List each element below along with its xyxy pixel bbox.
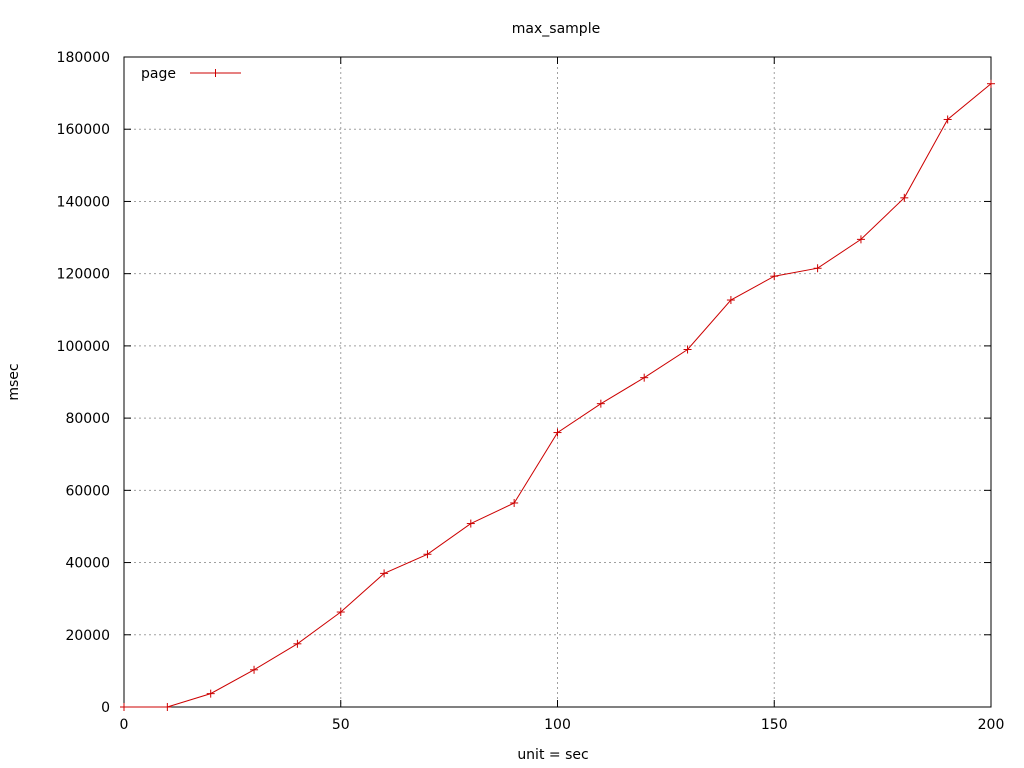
legend-label: page bbox=[141, 66, 176, 82]
x-axis-label: unit = sec bbox=[517, 747, 588, 763]
data-point bbox=[813, 264, 822, 273]
x-tick-label: 50 bbox=[332, 717, 350, 733]
data-point bbox=[640, 373, 649, 382]
data-point bbox=[336, 608, 345, 617]
data-point bbox=[120, 703, 128, 711]
x-tick-label: 0 bbox=[120, 717, 129, 733]
y-tick-label: 100000 bbox=[57, 339, 110, 355]
data-point bbox=[900, 193, 909, 202]
data-point bbox=[380, 569, 389, 578]
data-point bbox=[726, 296, 735, 305]
data-point bbox=[423, 550, 432, 559]
x-tick-label: 150 bbox=[761, 717, 788, 733]
data-point bbox=[987, 79, 995, 88]
y-tick-label: 120000 bbox=[57, 267, 110, 283]
data-point bbox=[163, 703, 172, 711]
y-tick-label: 60000 bbox=[65, 483, 110, 499]
data-point bbox=[856, 235, 865, 244]
data-point bbox=[943, 115, 952, 124]
y-tick-label: 160000 bbox=[57, 122, 110, 138]
data-point bbox=[596, 399, 605, 408]
data-point bbox=[206, 689, 215, 698]
series-layer bbox=[120, 79, 995, 711]
y-tick-label: 180000 bbox=[57, 50, 110, 66]
data-point bbox=[293, 639, 302, 648]
data-point bbox=[466, 519, 475, 528]
y-tick-label: 80000 bbox=[65, 411, 110, 427]
y-axis-label: msec bbox=[6, 363, 22, 400]
data-point bbox=[250, 665, 259, 674]
y-tick-label: 20000 bbox=[65, 628, 110, 644]
data-point bbox=[553, 428, 562, 437]
legend: page bbox=[141, 66, 241, 82]
chart-title: max_sample bbox=[512, 21, 600, 37]
x-tick-label: 100 bbox=[544, 717, 571, 733]
y-tick-label: 140000 bbox=[57, 194, 110, 210]
y-tick-label: 40000 bbox=[65, 556, 110, 572]
y-tick-label: 0 bbox=[101, 700, 110, 716]
grid-layer bbox=[124, 57, 991, 707]
data-point bbox=[770, 272, 779, 281]
data-point bbox=[683, 345, 692, 354]
axes-layer: 0 50 100 150 200 0 20000 40000 60000 80000 100000 1… bbox=[57, 50, 1005, 733]
data-point bbox=[510, 498, 519, 507]
x-tick-label: 200 bbox=[978, 717, 1005, 733]
